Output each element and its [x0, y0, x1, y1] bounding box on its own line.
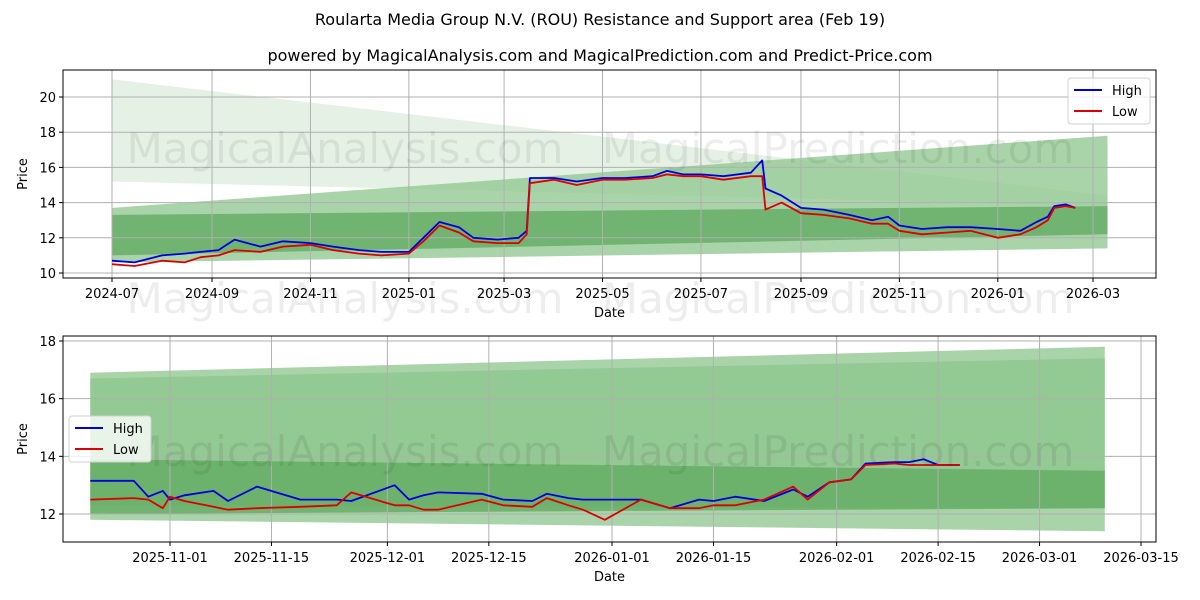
x-tick-label: 2026-01-15 [676, 551, 752, 566]
legend: High Low [1067, 77, 1151, 125]
chart-title: Roularta Media Group N.V. (ROU) Resistan… [314, 10, 886, 29]
x-tick-label: 2026-02-01 [799, 551, 875, 566]
x-tick-label: 2026-03-01 [1002, 551, 1078, 566]
x-axis-label: Date [594, 306, 625, 321]
legend-high-label: High [113, 422, 143, 437]
x-tick-label: 2025-05 [575, 287, 629, 302]
y-tick-label: 16 [39, 161, 56, 176]
legend-low-label: Low [113, 443, 139, 458]
watermark: MagicalAnalysis.com [127, 274, 564, 323]
y-tick-label: 12 [39, 508, 56, 523]
x-tick-label: 2025-12-01 [350, 551, 426, 566]
x-tick-label: 2025-11-01 [132, 551, 208, 566]
chart-subtitle: powered by MagicalAnalysis.com and Magic… [267, 46, 933, 65]
x-tick-label: 2026-03-15 [1103, 551, 1179, 566]
support-band [112, 206, 1108, 256]
x-tick-label: 2025-07 [674, 287, 728, 302]
x-tick-label: 2026-02-15 [900, 551, 976, 566]
x-tick-label: 2026-01 [971, 287, 1025, 302]
x-tick-label: 2026-03 [1066, 287, 1120, 302]
watermark: MagicalPrediction.com [602, 274, 1075, 323]
y-tick-label: 16 [39, 393, 56, 408]
y-tick-label: 14 [39, 450, 56, 465]
legend-high-label: High [1112, 84, 1142, 99]
x-tick-label: 2025-11-15 [234, 551, 310, 566]
series-low-line [111, 173, 1076, 267]
x-tick-label: 2024-07 [85, 287, 139, 302]
y-tick-label: 18 [39, 126, 56, 141]
y-axis-label: Price [16, 423, 31, 455]
series-low-line [90, 462, 960, 521]
legend: High Low [68, 415, 152, 463]
x-tick-label: 2025-03 [477, 287, 531, 302]
watermark: MagicalPrediction.com [602, 427, 1075, 476]
bottom-plot: MagicalAnalysis.com MagicalPrediction.com… [16, 335, 1179, 585]
watermark: MagicalAnalysis.com [127, 124, 564, 173]
axes-frame [62, 69, 1157, 279]
y-axis-label: Price [16, 158, 31, 190]
watermark: MagicalPrediction.com [602, 124, 1075, 173]
watermark: MagicalAnalysis.com [127, 427, 564, 476]
y-tick-label: 20 [39, 91, 56, 106]
x-tick-label: 2025-01 [382, 287, 436, 302]
x-tick-label: 2026-01-01 [574, 551, 650, 566]
x-tick-label: 2025-12-15 [451, 551, 527, 566]
x-axis-label: Date [594, 570, 625, 585]
y-tick-label: 12 [39, 232, 56, 247]
x-tick-label: 2025-11 [872, 287, 926, 302]
axes-frame [62, 335, 1157, 543]
series-high-line [111, 159, 1076, 264]
y-tick-label: 10 [39, 267, 56, 282]
y-tick-label: 18 [39, 335, 56, 350]
x-tick-label: 2024-11 [283, 287, 337, 302]
x-tick-label: 2024-09 [185, 287, 239, 302]
y-tick-label: 14 [39, 197, 56, 212]
x-tick-label: 2025-09 [774, 287, 828, 302]
top-plot: MagicalAnalysis.com MagicalPrediction.com… [16, 69, 1157, 323]
legend-low-label: Low [1112, 105, 1138, 120]
